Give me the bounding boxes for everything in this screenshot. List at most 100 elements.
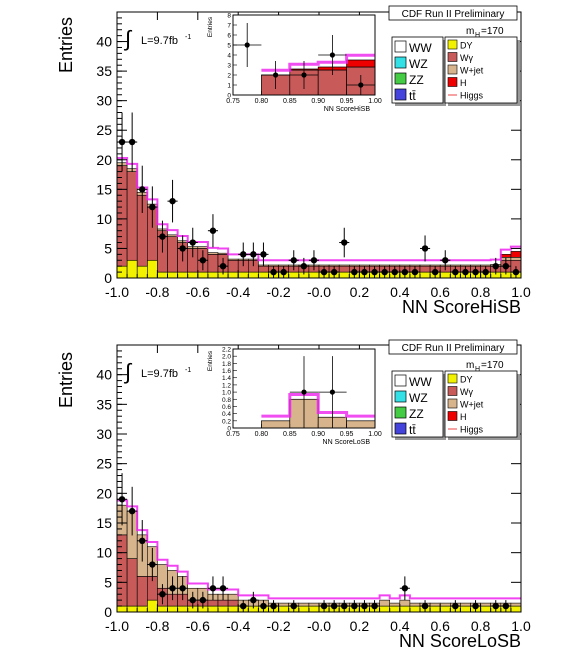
data-point-31 xyxy=(431,268,439,276)
stack-bar-H-38 xyxy=(500,254,512,258)
x-tick-label-1: -0.8 xyxy=(145,284,169,300)
stack-bar-W-11 xyxy=(227,599,239,607)
stack-bar-Wjet-25 xyxy=(369,264,380,267)
inset-data-point-3 xyxy=(329,52,335,58)
legend-right-label-3: H xyxy=(460,412,467,422)
stack-bar-DY-29 xyxy=(409,605,421,613)
x-tick-label-2: -0.6 xyxy=(186,618,210,634)
y-tick-label-7: 35 xyxy=(96,396,112,412)
inset-bar-1 xyxy=(261,420,291,429)
legend-swatch-tt xyxy=(394,422,407,435)
data-point-5 xyxy=(169,585,176,592)
data-point-33 xyxy=(452,602,459,610)
stack-bar-W-9 xyxy=(207,599,219,607)
stack-bar-W-22 xyxy=(338,265,350,273)
stack-bar-Wjet-34 xyxy=(460,264,471,267)
legend-right-label-2: W+jet xyxy=(460,400,484,410)
data-point-24 xyxy=(361,602,368,610)
legend-swatch-r-0 xyxy=(447,39,458,50)
mass-label: m xyxy=(466,360,474,371)
data-point-28 xyxy=(401,268,409,276)
stack-bar-DY-11 xyxy=(227,605,239,613)
stack-bar-DY-8 xyxy=(197,271,209,279)
inset-x-tick-label-3: 0.90 xyxy=(311,431,325,438)
stack-bar-DY-6 xyxy=(177,605,189,613)
y-tick-label-3: 15 xyxy=(96,515,112,531)
legend-swatch-r-0 xyxy=(447,373,458,384)
legend-right-label-0: DY xyxy=(460,41,473,51)
stack-bar-DY-11 xyxy=(227,271,239,279)
data-point-15 xyxy=(270,268,277,276)
stack-bar-Wjet-35 xyxy=(470,264,481,267)
stack-bar-DY-9 xyxy=(207,605,219,613)
data-point-12 xyxy=(240,251,247,258)
data-point-38 xyxy=(502,602,510,610)
data-point-6 xyxy=(179,245,186,252)
data-point-35 xyxy=(472,268,479,276)
y-tick-label-5: 25 xyxy=(96,122,112,138)
luminosity-label: L=9.7fb xyxy=(141,368,178,380)
y-axis-label: Entries xyxy=(56,17,76,73)
stack-bar-DY-3 xyxy=(147,259,158,279)
data-point-9 xyxy=(209,585,217,592)
data-point-2 xyxy=(139,186,146,193)
inset-y-tick-label-7: 1.4 xyxy=(222,375,231,382)
data-point-25 xyxy=(371,602,378,610)
inset-data-point-1 xyxy=(273,72,279,78)
x-tick-label-10: 1.0 xyxy=(511,284,531,300)
inset-signal-line xyxy=(261,393,375,418)
data-point-38 xyxy=(502,262,510,270)
data-point-27 xyxy=(391,268,398,276)
inset-data-point-0 xyxy=(244,42,250,48)
x-tick-label-8: 0.6 xyxy=(430,284,450,300)
data-point-2 xyxy=(139,537,146,544)
stack-bar-DY-13 xyxy=(248,271,259,279)
stack-bar-Wjet-22 xyxy=(338,264,350,267)
stack-bar-W-1 xyxy=(126,558,138,607)
y-tick-label-1: 5 xyxy=(104,240,112,256)
legend-label-1: WZ xyxy=(409,391,428,405)
data-point-21 xyxy=(330,602,338,610)
x-tick-label-9: 0.8 xyxy=(471,618,491,634)
stack-bar-Wjet-36 xyxy=(480,264,492,267)
data-point-22 xyxy=(341,239,348,246)
y-tick-label-1: 5 xyxy=(104,574,112,590)
data-point-37 xyxy=(492,602,499,610)
inset-y-tick-label-7: 7 xyxy=(227,23,231,30)
inset-data-point-3 xyxy=(329,389,335,395)
inset-y-tick-label-9: 1.8 xyxy=(222,361,231,368)
stack-bar-DY-32 xyxy=(439,605,451,613)
data-point-34 xyxy=(462,268,469,276)
stack-bar-Wjet-27 xyxy=(389,602,401,607)
stack-bar-Wjet-16 xyxy=(278,602,290,607)
data-point-17 xyxy=(290,257,297,264)
stack-bar-W-30 xyxy=(419,265,431,273)
stack-bar-Wjet-10 xyxy=(217,252,229,255)
data-point-8 xyxy=(199,257,207,264)
x-tick-label-4: -0.2 xyxy=(267,284,291,300)
stack-bar-Wjet-34 xyxy=(460,602,471,607)
experiment-label: CDF Run II Preliminary xyxy=(402,343,505,354)
data-point-25 xyxy=(371,268,378,276)
legend-right-label-4: Higgs xyxy=(460,425,484,435)
inset-signal-line xyxy=(261,53,375,72)
legend-swatch-tt xyxy=(394,88,407,101)
stack-bar-Wjet-31 xyxy=(429,602,441,607)
stack-bar-Wjet-27 xyxy=(389,264,401,267)
inset-y-tick-label-11: 2.2 xyxy=(222,347,231,354)
stack-bar-Wjet-28 xyxy=(399,264,411,267)
stack-bar-DY-36 xyxy=(480,605,492,613)
stack-bar-DY-7 xyxy=(187,271,199,279)
data-point-30 xyxy=(421,602,429,610)
data-point-10 xyxy=(219,262,227,270)
inset-y-tick-label-4: 4 xyxy=(227,53,231,60)
legend-label-2: ZZ xyxy=(409,407,424,421)
legend-label-2: ZZ xyxy=(409,73,424,87)
inset-y-tick-label-0: 0 xyxy=(227,426,231,433)
legend-swatch-ZZ xyxy=(394,406,407,419)
legend-label-3: tt̄ xyxy=(409,423,416,437)
inset-x-tick-label-3: 0.90 xyxy=(311,98,325,105)
stack-bar-Wjet-29 xyxy=(409,264,421,267)
inset-y-tick-label-1: 1 xyxy=(227,83,231,90)
stack-bar-DY-5 xyxy=(167,605,178,613)
